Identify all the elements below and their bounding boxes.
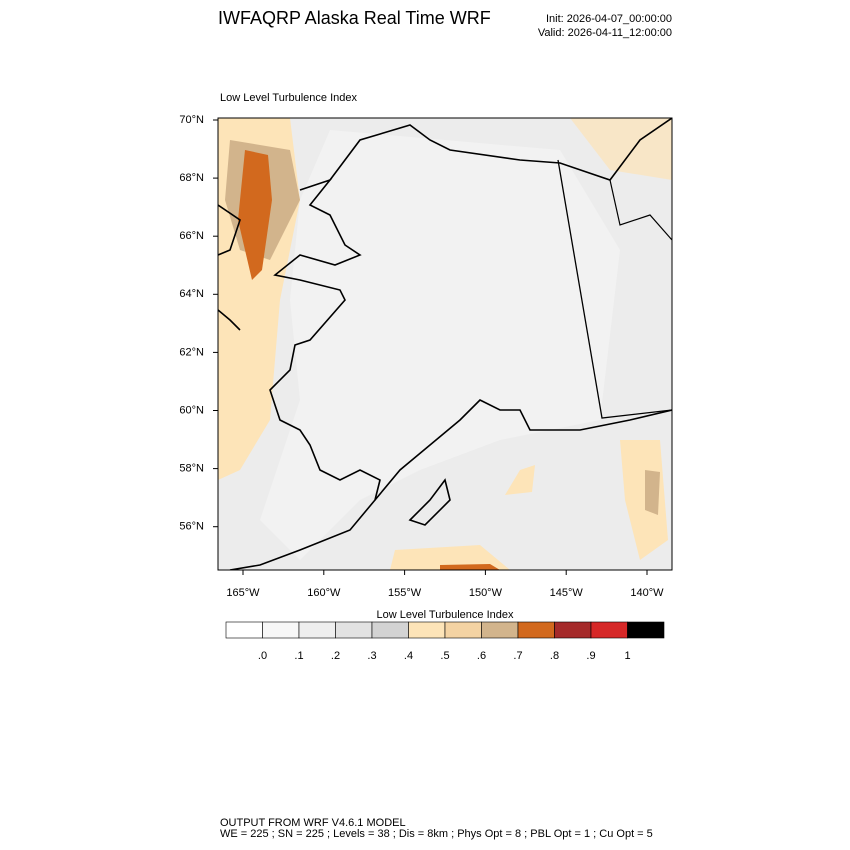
colorbar-box (408, 621, 446, 639)
map (218, 118, 672, 570)
colorbar-label: .7 (513, 650, 522, 662)
colorbar-label: .0 (258, 650, 267, 662)
lat-label: 64°N (179, 288, 204, 300)
colorbar-title: Low Level Turbulence Index (377, 609, 514, 621)
lon-label: 155°W (388, 587, 422, 599)
lon-label: 150°W (469, 587, 503, 599)
longitude-labels: 165°W 160°W 155°W 150°W 145°W 140°W (226, 570, 664, 599)
init-time: Init: 2026-04-07_00:00:00 (546, 13, 672, 25)
colorbar-box (481, 621, 519, 639)
colorbar-label: .3 (367, 650, 376, 662)
colorbar-label: .6 (477, 650, 486, 662)
lon-label: 165°W (226, 587, 260, 599)
colorbar-box (335, 621, 373, 639)
colorbar-box (590, 621, 628, 639)
lat-label: 66°N (179, 230, 204, 242)
lon-label: 140°W (630, 587, 664, 599)
map-title: Low Level Turbulence Index (220, 92, 357, 104)
footer-line: OUTPUT FROM WRF V4.6.1 MODEL (220, 817, 406, 829)
colorbar-label: 1 (624, 650, 630, 662)
colorbar-label: .4 (404, 650, 413, 662)
colorbar-box (554, 621, 592, 639)
lat-label: 62°N (179, 346, 204, 358)
colorbar: .0 .1 .2 .3 .4 .5 .6 .7 .8 .9 1 (225, 621, 665, 662)
colorbar-box (371, 621, 409, 639)
colorbar-box (517, 621, 555, 639)
colorbar-label: .8 (550, 650, 559, 662)
colorbar-box (225, 621, 263, 639)
valid-time: Valid: 2026-04-11_12:00:00 (538, 27, 672, 39)
lon-label: 145°W (550, 587, 584, 599)
footer-line: WE = 225 ; SN = 225 ; Levels = 38 ; Dis … (220, 828, 653, 840)
latitude-labels: 70°N 68°N 66°N 64°N 62°N 60°N 58°N 56°N (179, 114, 218, 533)
lat-label: 60°N (179, 404, 204, 416)
lat-label: 70°N (179, 114, 204, 126)
colorbar-label: .2 (331, 650, 340, 662)
map-frame (217, 117, 673, 571)
colorbar-label: .1 (294, 650, 303, 662)
colorbar-box (444, 621, 482, 639)
lat-label: 68°N (179, 172, 204, 184)
colorbar-box (298, 621, 336, 639)
lat-label: 58°N (179, 463, 204, 475)
lon-label: 160°W (307, 587, 341, 599)
title: IWFAQRP Alaska Real Time WRF (218, 8, 491, 28)
colorbar-label: .9 (586, 650, 595, 662)
colorbar-label: .5 (440, 650, 449, 662)
colorbar-box (627, 621, 665, 639)
lat-label: 56°N (179, 521, 204, 533)
colorbar-box (262, 621, 300, 639)
